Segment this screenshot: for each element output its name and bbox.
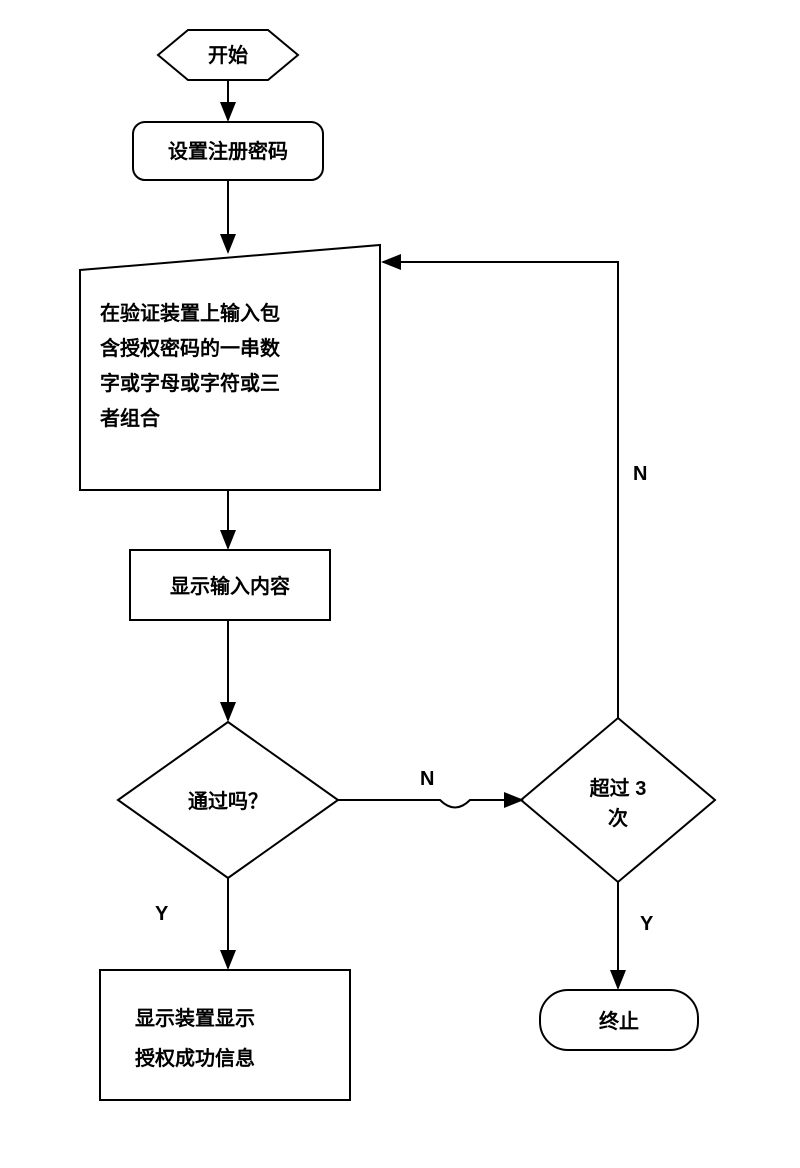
over3-line-1: 次 bbox=[608, 806, 628, 830]
over3-no-label: N bbox=[633, 463, 647, 485]
start-node: 开始 bbox=[158, 30, 298, 80]
over3-line-0: 超过 3 bbox=[589, 776, 647, 800]
terminate-label: 终止 bbox=[599, 1009, 639, 1033]
over3-decision-node: 超过 3 次 bbox=[521, 718, 715, 882]
set-pwd-node: 设置注册密码 bbox=[133, 122, 323, 180]
edge-over3-input bbox=[383, 262, 618, 718]
set-pwd-label: 设置注册密码 bbox=[168, 139, 288, 163]
success-line-1: 授权成功信息 bbox=[135, 1046, 255, 1070]
input-line-1: 含授权密码的一串数 bbox=[100, 336, 281, 360]
input-line-2: 字或字母或字符或三 bbox=[100, 371, 280, 395]
input-line-3: 者组合 bbox=[99, 406, 161, 430]
over3-yes-label: Y bbox=[640, 913, 654, 935]
flowchart-canvas: 开始 设置注册密码 在验证装置上输入包 含授权密码的一串数 字或字母或字符或三 … bbox=[0, 0, 800, 1168]
edge-pass-over3 bbox=[338, 800, 522, 808]
start-label: 开始 bbox=[208, 43, 248, 67]
pass-no-label: N bbox=[420, 768, 434, 790]
success-line-0: 显示装置显示 bbox=[135, 1006, 255, 1030]
input-line-0: 在验证装置上输入包 bbox=[100, 301, 280, 325]
input-node: 在验证装置上输入包 含授权密码的一串数 字或字母或字符或三 者组合 bbox=[80, 245, 380, 490]
pass-label: 通过吗？ bbox=[188, 790, 268, 813]
pass-decision-node: 通过吗？ bbox=[118, 722, 338, 878]
display-node: 显示输入内容 bbox=[130, 550, 330, 620]
terminate-node: 终止 bbox=[540, 990, 698, 1050]
pass-yes-label: Y bbox=[155, 903, 169, 925]
success-node: 显示装置显示 授权成功信息 bbox=[100, 970, 350, 1100]
display-label: 显示输入内容 bbox=[170, 574, 290, 598]
